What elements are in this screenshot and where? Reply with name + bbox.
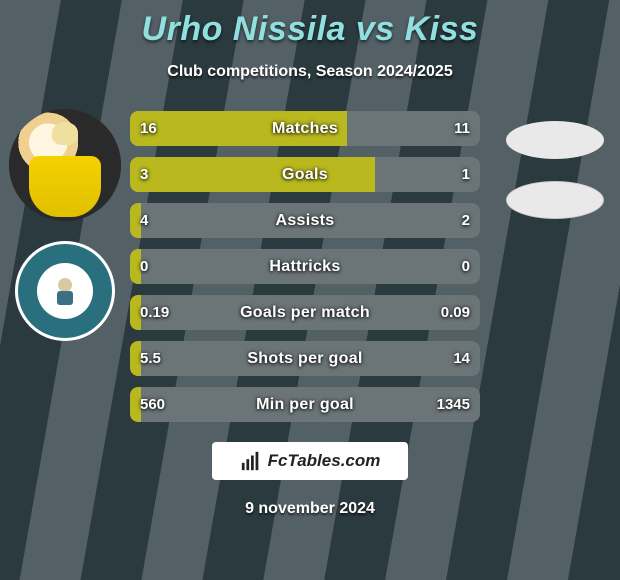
content-root: Urho Nissila vs Kiss Club competitions, … (0, 0, 620, 580)
right-oval-2 (506, 181, 604, 219)
club-badge-center (37, 263, 93, 319)
stat-row: 5601345Min per goal (130, 387, 480, 422)
stat-label: Goals per match (130, 295, 480, 330)
stat-label: Matches (130, 111, 480, 146)
club-badge (15, 241, 115, 341)
page-title: Urho Nissila vs Kiss (142, 10, 479, 49)
subtitle: Club competitions, Season 2024/2025 (167, 63, 452, 81)
player-avatar (9, 109, 121, 221)
stat-row: 0.190.09Goals per match (130, 295, 480, 330)
stat-label: Goals (130, 157, 480, 192)
stat-row: 42Assists (130, 203, 480, 238)
left-column (0, 109, 130, 341)
right-oval-1 (506, 121, 604, 159)
right-column (490, 109, 620, 219)
stat-label: Min per goal (130, 387, 480, 422)
stat-label: Hattricks (130, 249, 480, 284)
player-avatar-image (9, 109, 121, 221)
main-area: 1611Matches 31Goals 42Assists 00Hattricks 0.… (0, 109, 620, 422)
footer-date: 9 november 2024 (245, 500, 375, 518)
stat-row: 1611Matches (130, 111, 480, 146)
stat-label: Shots per goal (130, 341, 480, 376)
stat-row: 00Hattricks (130, 249, 480, 284)
stat-bars: 1611Matches 31Goals 42Assists 00Hattricks 0.… (130, 109, 490, 422)
stat-label: Assists (130, 203, 480, 238)
footer-brand: FcTables.com (212, 442, 409, 480)
club-badge-icon (45, 271, 85, 311)
chart-icon (240, 450, 262, 472)
footer-brand-text: FcTables.com (268, 451, 381, 471)
stat-row: 5.514Shots per goal (130, 341, 480, 376)
stat-row: 31Goals (130, 157, 480, 192)
